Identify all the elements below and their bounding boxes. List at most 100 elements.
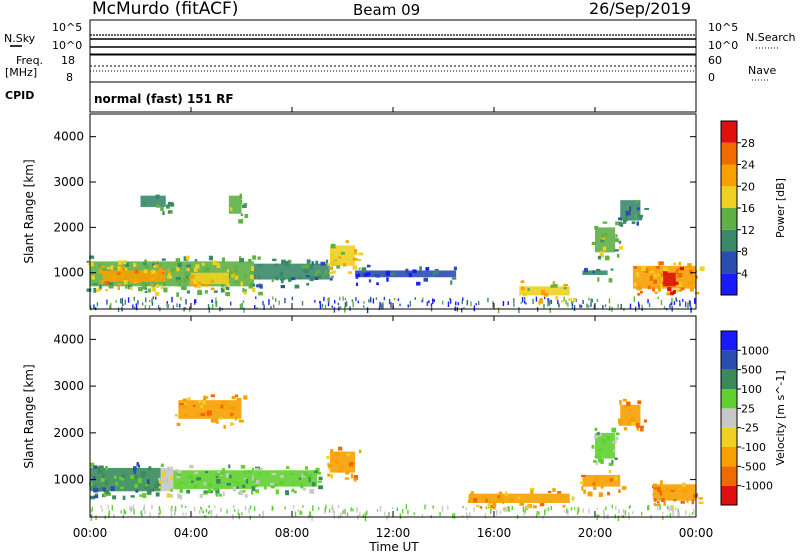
echo-cell — [231, 406, 235, 411]
clutter-cell — [375, 297, 378, 300]
clutter-cell — [331, 504, 334, 511]
clutter-cell — [210, 510, 213, 516]
echo-cell — [185, 275, 189, 280]
clutter-cell — [339, 296, 341, 301]
echo-cell — [239, 257, 245, 263]
clutter-cell — [193, 299, 196, 305]
clutter-cell — [135, 305, 138, 311]
velocity-panel: 1000 2000 3000 4000 Slant Range [km] -1000 -50… — [22, 315, 787, 522]
clutter-cell — [158, 506, 161, 511]
echo-cell — [281, 261, 285, 264]
colorbar-tick-label: 25 — [741, 402, 755, 415]
echo-cell — [151, 283, 154, 289]
echo-cell — [616, 253, 620, 258]
echo-cell — [167, 466, 171, 471]
echo-cell — [593, 476, 599, 482]
echo-cell — [208, 483, 213, 488]
clutter-cell — [215, 301, 218, 308]
clutter-cell — [362, 514, 364, 519]
clutter-cell — [342, 510, 344, 515]
colorbar-segment — [721, 208, 737, 230]
clutter-cell — [670, 505, 672, 511]
clutter-cell — [299, 510, 301, 516]
clutter-cell — [641, 304, 643, 307]
echo-cell — [121, 477, 124, 481]
echo-cell — [625, 210, 631, 216]
echo-cell — [653, 483, 657, 489]
echo-cell — [259, 284, 263, 289]
clutter-cell — [672, 510, 674, 516]
echo-cell — [255, 467, 260, 471]
clutter-cell — [337, 504, 340, 508]
echo-cell — [193, 485, 198, 488]
echo-cell — [99, 469, 103, 474]
clutter-cell — [230, 301, 232, 306]
clutter-cell — [563, 296, 565, 302]
clutter-cell — [432, 298, 434, 305]
echo-cell — [479, 506, 482, 509]
echo-cell — [301, 265, 306, 269]
echo-cell — [204, 490, 208, 494]
echo-cell — [241, 204, 247, 208]
clutter-cell — [171, 296, 173, 303]
clutter-cell — [621, 514, 623, 518]
echo-cell — [649, 270, 655, 273]
clutter-cell — [158, 513, 160, 519]
echo-cell — [699, 266, 705, 272]
echo-cell — [146, 265, 150, 269]
echo-cell — [659, 261, 664, 266]
echo-cell — [660, 480, 663, 485]
clutter-cell — [573, 305, 576, 311]
echo-cell — [264, 486, 267, 490]
echo-cell — [161, 258, 166, 261]
echo-cell — [138, 478, 142, 484]
echo-cell — [303, 471, 308, 476]
y-tick-label: 1000 — [53, 473, 84, 487]
echo-cell — [136, 462, 140, 466]
echo-cell — [270, 486, 275, 489]
echo-cell — [348, 461, 354, 467]
echo-cell — [502, 508, 506, 511]
echo-cell — [568, 298, 573, 301]
clutter-cell — [591, 298, 594, 303]
clutter-cell — [502, 301, 505, 306]
clutter-cell — [90, 509, 92, 513]
echo-cell — [86, 260, 90, 263]
clutter-cell — [602, 305, 604, 310]
clutter-cell — [590, 302, 592, 307]
clutter-cell — [95, 515, 97, 520]
cpid-mode-label: normal (fast) 151 RF — [94, 92, 234, 106]
clutter-cell — [157, 305, 160, 310]
clutter-cell — [647, 299, 649, 304]
echo-cell — [691, 499, 695, 505]
echo-cell — [98, 271, 104, 274]
echo-cell — [225, 473, 229, 478]
echo-cell — [149, 488, 155, 492]
clutter-cell — [617, 303, 619, 308]
echo-cell — [614, 249, 619, 252]
echo-cell — [258, 291, 263, 296]
echo-cell — [340, 251, 345, 255]
echo-cell — [171, 268, 176, 272]
clutter-cell — [579, 304, 581, 308]
echo-cell — [288, 277, 292, 282]
echo-cell — [196, 477, 202, 481]
clutter-cell — [234, 509, 236, 512]
echo-cell — [553, 284, 558, 288]
clutter-cell — [159, 508, 161, 515]
echo-cell — [305, 264, 311, 269]
echo-cell — [291, 483, 295, 486]
echo-cell — [614, 457, 618, 460]
clutter-cell — [507, 505, 509, 511]
clutter-cell — [328, 508, 331, 513]
echo-cell — [154, 484, 158, 488]
echo-cell — [116, 272, 121, 275]
clutter-cell — [101, 508, 103, 512]
y-axis-label: Slant Range [km] — [22, 364, 36, 468]
echo-cell — [667, 287, 672, 292]
x-tick-label: 20:00 — [578, 526, 613, 540]
echo-cell — [275, 489, 279, 495]
echo-cell — [304, 466, 309, 470]
echo-cell — [244, 274, 247, 279]
status-strip: N.Sky 10^5 10^0 N.Search 10^5 10^0 Freq.… — [4, 19, 796, 113]
